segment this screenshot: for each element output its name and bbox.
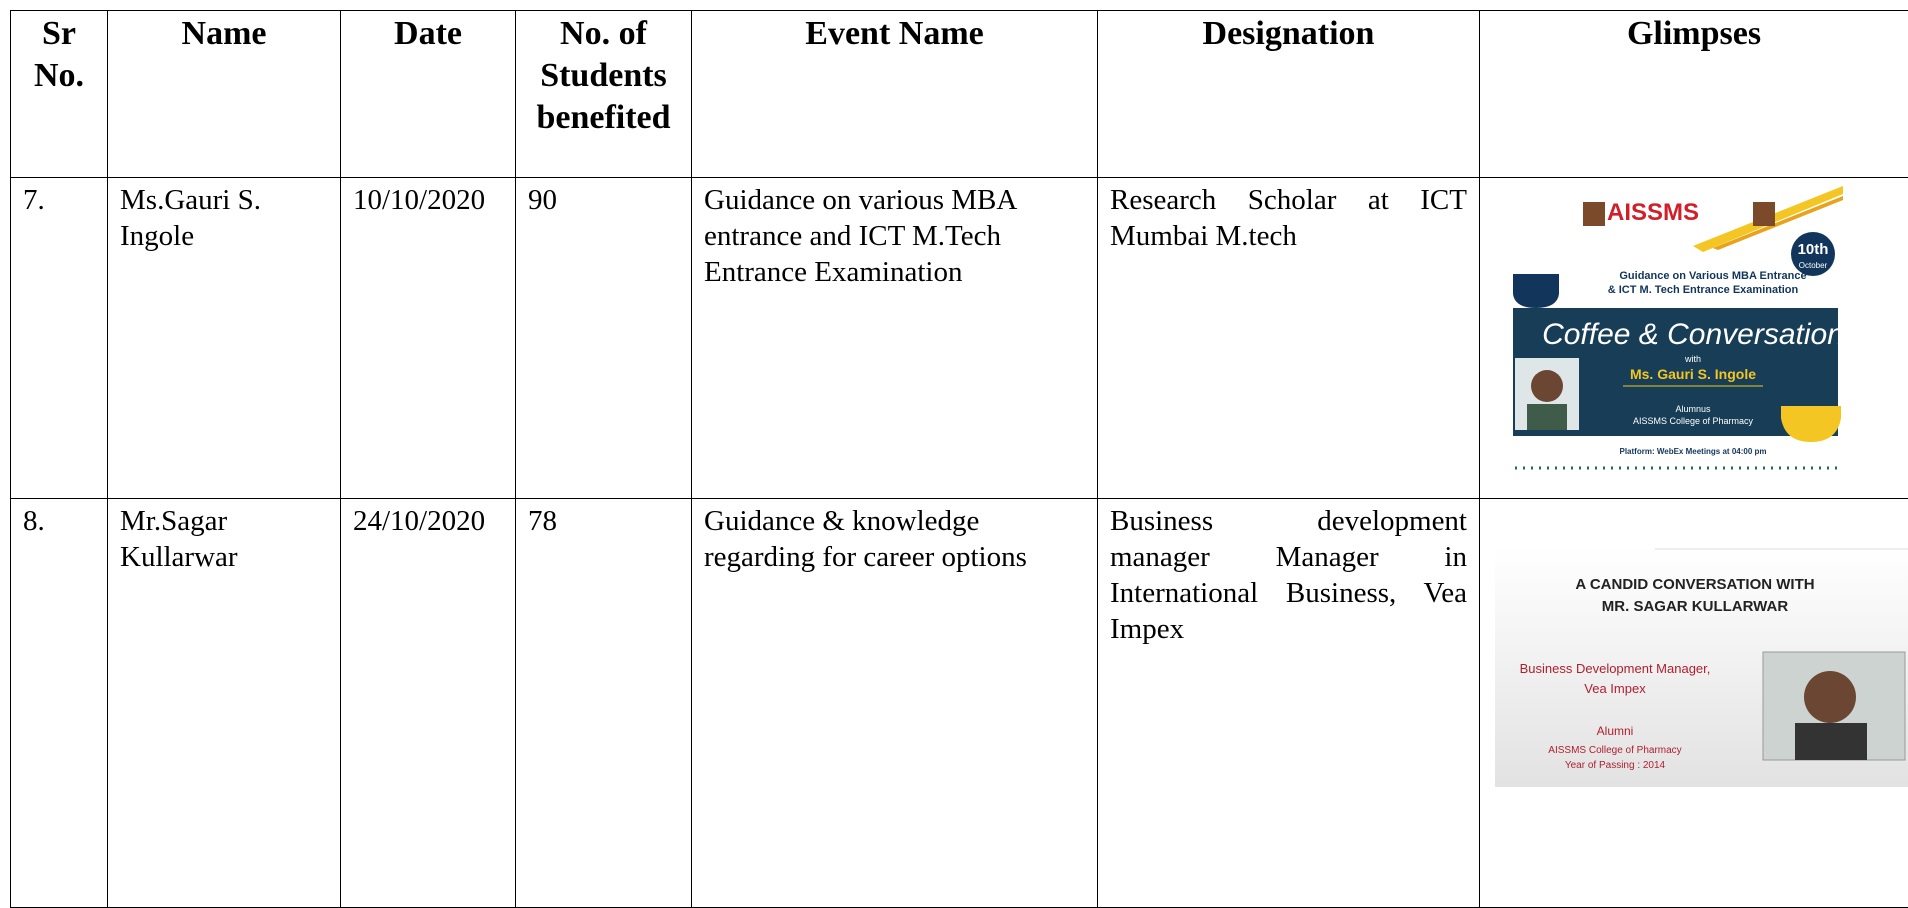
cell-glimpse: A CANDID CONVERSATION WITH MR. SAGAR KUL… (1480, 499, 1908, 908)
cell-date: 24/10/2020 (341, 499, 516, 908)
column-header: Sr No. (11, 11, 108, 178)
poster-text: with (1684, 354, 1701, 364)
cell-event: Guidance & knowledge regarding for caree… (692, 499, 1098, 908)
cell-name: Mr.Sagar Kullarwar (108, 499, 341, 908)
poster-text: Year of Passing : 2014 (1565, 760, 1666, 771)
cell-students: 78 (516, 499, 692, 908)
cell-designation: Business development manager Manager in … (1098, 499, 1480, 908)
poster-text: Business Development Manager, (1520, 661, 1711, 676)
poster-text: AISSMS (1607, 199, 1699, 226)
cell-sr: 7. (11, 178, 108, 499)
cell-glimpse: AISSMS 10th October Guidance on Various … (1480, 178, 1908, 499)
column-header: Glimpses (1480, 11, 1908, 178)
poster-text: AISSMS College of Pharmacy (1633, 416, 1754, 426)
poster-text: Vea Impex (1584, 681, 1646, 696)
column-header: Name (108, 11, 341, 178)
poster-text: Ms. Gauri S. Ingole (1630, 366, 1756, 382)
poster-text: & ICT M. Tech Entrance Examination (1608, 284, 1799, 296)
cell-students: 90 (516, 178, 692, 499)
glimpse-poster: AISSMS 10th October Guidance on Various … (1513, 186, 1843, 476)
poster-text: 10th (1798, 241, 1829, 258)
column-header: Designation (1098, 11, 1480, 178)
poster-text: AISSMS College of Pharmacy (1548, 745, 1681, 756)
poster-text: Alumnus (1675, 404, 1711, 414)
column-header: Date (341, 11, 516, 178)
cell-designation: Research Scholar at ICT Mumbai M.tech (1098, 178, 1480, 499)
poster-text: Alumni (1597, 724, 1634, 738)
poster-text: MR. SAGAR KULLARWAR (1602, 598, 1789, 615)
cell-sr: 8. (11, 499, 108, 908)
cell-name: Ms.Gauri S. Ingole (108, 178, 341, 499)
glimpse-poster: A CANDID CONVERSATION WITH MR. SAGAR KUL… (1495, 547, 1908, 787)
column-header: Event Name (692, 11, 1098, 178)
poster-text: Coffee & Conversation (1542, 318, 1843, 351)
cell-event: Guidance on various MBA entrance and ICT… (692, 178, 1098, 499)
cell-date: 10/10/2020 (341, 178, 516, 499)
poster-text: Platform: WebEx Meetings at 04:00 pm (1620, 447, 1767, 456)
poster-text: A CANDID CONVERSATION WITH (1575, 576, 1814, 593)
poster-text: Guidance on Various MBA Entrance (1619, 270, 1806, 282)
column-header: No. of Students benefited (516, 11, 692, 178)
poster-text: October (1799, 261, 1828, 270)
